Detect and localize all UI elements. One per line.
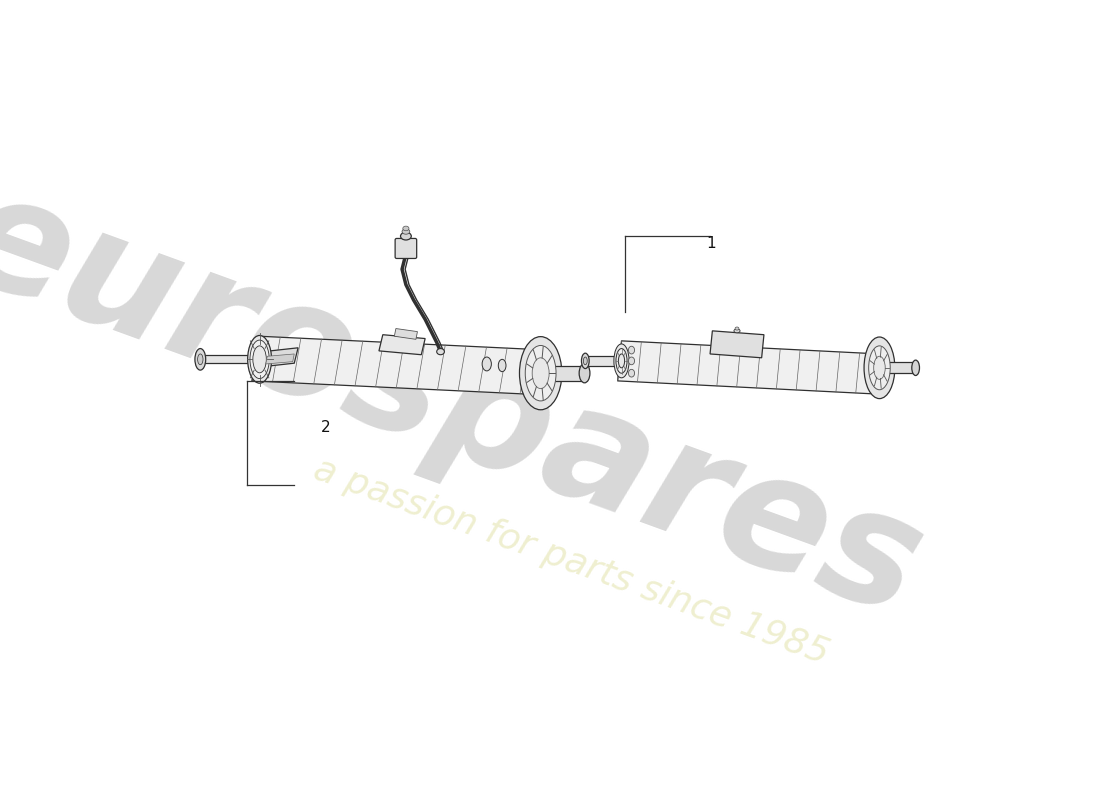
Ellipse shape [583, 357, 587, 365]
Polygon shape [543, 366, 583, 381]
Text: 1: 1 [706, 236, 716, 251]
Polygon shape [266, 354, 295, 364]
Ellipse shape [250, 340, 270, 378]
Ellipse shape [628, 346, 635, 354]
Ellipse shape [865, 337, 895, 398]
Polygon shape [252, 336, 548, 394]
Ellipse shape [482, 357, 492, 371]
Ellipse shape [403, 229, 410, 234]
Ellipse shape [498, 359, 506, 372]
Ellipse shape [628, 370, 635, 377]
Ellipse shape [403, 226, 409, 230]
Ellipse shape [618, 354, 625, 368]
Ellipse shape [248, 335, 272, 383]
Ellipse shape [437, 349, 444, 354]
Ellipse shape [912, 360, 920, 375]
Polygon shape [618, 341, 880, 394]
Ellipse shape [519, 337, 562, 410]
Ellipse shape [614, 344, 629, 378]
Ellipse shape [869, 346, 890, 390]
Ellipse shape [579, 363, 590, 383]
Ellipse shape [400, 232, 411, 240]
Polygon shape [711, 331, 763, 358]
Ellipse shape [873, 356, 886, 379]
Polygon shape [378, 334, 425, 354]
Ellipse shape [526, 346, 557, 401]
Ellipse shape [616, 349, 627, 373]
Polygon shape [587, 356, 621, 366]
Polygon shape [202, 355, 254, 363]
Ellipse shape [195, 349, 206, 370]
Text: eurospares: eurospares [0, 158, 942, 650]
Ellipse shape [628, 357, 635, 365]
Polygon shape [260, 348, 298, 367]
Text: a passion for parts since 1985: a passion for parts since 1985 [309, 453, 834, 671]
Ellipse shape [735, 327, 739, 330]
FancyBboxPatch shape [395, 238, 417, 258]
Polygon shape [880, 362, 914, 373]
Ellipse shape [198, 354, 204, 365]
Ellipse shape [734, 329, 740, 333]
Text: 2: 2 [321, 419, 331, 434]
Ellipse shape [253, 346, 266, 373]
Ellipse shape [582, 353, 590, 369]
Ellipse shape [532, 358, 549, 389]
Polygon shape [395, 329, 418, 339]
